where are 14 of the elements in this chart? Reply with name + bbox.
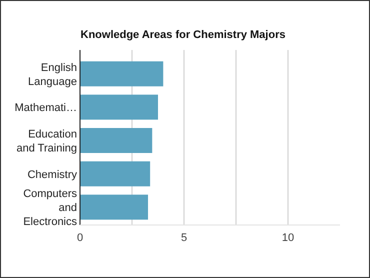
bar <box>80 61 164 86</box>
chart-title: Knowledge Areas for Chemistry Majors <box>80 29 286 41</box>
x-tick-label: 5 <box>180 232 188 244</box>
y-tick-label: Computers and Electronics <box>23 188 78 228</box>
x-tick-label: 0 <box>76 232 84 244</box>
bar <box>80 161 150 186</box>
y-tick-label: Chemistry <box>27 168 78 181</box>
bar <box>80 128 152 153</box>
bar <box>80 94 158 120</box>
y-tick-label: English Language <box>28 62 77 88</box>
y-tick-label: Education and Training <box>16 128 77 154</box>
bar <box>80 194 148 220</box>
y-tick-label: Mathemati… <box>14 102 77 114</box>
x-tick-label: 10 <box>282 232 294 244</box>
